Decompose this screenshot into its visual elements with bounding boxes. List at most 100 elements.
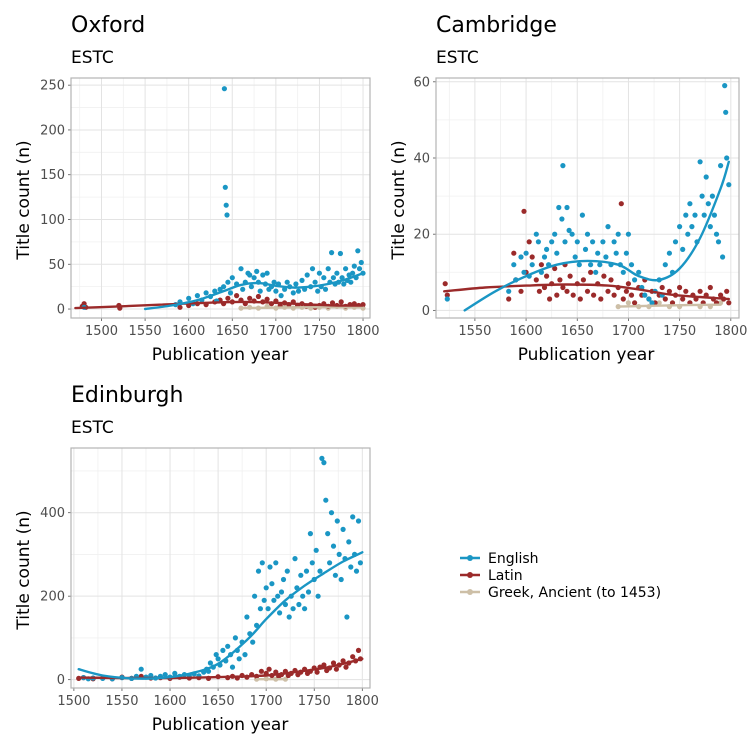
- data-point-latin: [588, 269, 594, 275]
- data-point-latin: [659, 284, 665, 291]
- data-point-english: [533, 231, 539, 237]
- data-point-english: [286, 614, 292, 620]
- chart-title: Edinburgh: [71, 383, 183, 408]
- data-point-english: [715, 239, 722, 245]
- data-point-english: [229, 275, 235, 281]
- data-point-english: [325, 531, 331, 537]
- data-point-latin: [580, 277, 587, 283]
- data-point-english: [232, 635, 238, 641]
- trend-line-english: [463, 160, 730, 312]
- data-point-english: [590, 239, 596, 245]
- data-point-english: [343, 266, 349, 272]
- data-point-english: [726, 182, 732, 188]
- x-tick-label: 1700: [612, 324, 645, 339]
- data-point-english: [162, 672, 168, 678]
- chart-subtitle: ESTC: [71, 48, 114, 68]
- data-point-latin: [584, 288, 591, 294]
- data-point-latin: [521, 208, 527, 214]
- data-point-english: [559, 216, 565, 222]
- data-point-english: [560, 163, 566, 169]
- data-point-english: [722, 83, 728, 89]
- data-point-latin: [338, 299, 344, 305]
- data-point-english: [711, 212, 718, 218]
- data-point-latin: [547, 296, 553, 302]
- y-tick-label: 40: [413, 152, 430, 167]
- data-point-english: [224, 212, 230, 218]
- data-point-latin: [707, 284, 713, 291]
- data-point-english: [259, 560, 265, 566]
- data-point-english: [282, 601, 288, 608]
- data-point-latin: [511, 250, 517, 256]
- x-tick-label: 1800: [714, 324, 747, 339]
- data-point-english: [341, 281, 347, 287]
- data-point-english: [518, 254, 524, 260]
- data-point-english: [303, 568, 310, 574]
- data-point-english: [271, 597, 277, 603]
- x-tick-label: 1800: [346, 324, 379, 339]
- data-point-english: [707, 224, 713, 230]
- data-point-english: [632, 277, 638, 283]
- data-point-english: [244, 614, 250, 620]
- data-point-english: [317, 568, 323, 574]
- data-point-english: [579, 212, 586, 218]
- x-tick-label: 1550: [458, 324, 491, 339]
- trend-line-english: [77, 551, 364, 680]
- legend-entry-greek: Greek, Ancient (to 1453): [460, 585, 661, 601]
- data-point-english: [316, 270, 322, 276]
- plot-background: [71, 448, 370, 688]
- y-tick-label: 0: [422, 304, 430, 319]
- data-point-english: [278, 589, 285, 595]
- data-point-english: [564, 204, 570, 211]
- data-point-english: [260, 272, 266, 278]
- panel-oxford: Oxford ESTC Publication year Title count…: [14, 13, 288, 365]
- data-point-english: [290, 606, 296, 612]
- data-point-latin: [234, 293, 240, 299]
- data-point-english: [718, 163, 724, 169]
- data-point-english: [511, 262, 517, 268]
- x-tick-label: 1500: [85, 324, 118, 339]
- data-point-english: [597, 262, 603, 268]
- data-point-english: [215, 656, 221, 662]
- data-point-latin: [258, 668, 264, 674]
- x-tick-label: 1650: [216, 324, 249, 339]
- legend-dot-greek: [467, 589, 473, 595]
- data-point-latin: [247, 295, 253, 301]
- data-point-english: [238, 266, 244, 272]
- data-point-english: [225, 279, 231, 285]
- data-point-english: [319, 455, 325, 461]
- data-point-latin: [533, 277, 539, 283]
- x-tick-label: 1700: [250, 694, 283, 709]
- data-point-english: [549, 239, 555, 245]
- chart-title: Oxford: [71, 13, 145, 38]
- data-point-english: [584, 231, 591, 237]
- panel-cambridge: Cambridge ESTC Publication year Title co…: [389, 13, 654, 365]
- data-point-english: [328, 510, 335, 516]
- plot-area: 1500 1550 1600 1650 1700 1750 1800 0 200 400: [40, 447, 379, 709]
- data-point-english: [299, 277, 305, 283]
- data-point-english: [330, 275, 336, 281]
- data-point-english: [576, 262, 582, 268]
- data-point-english: [692, 212, 698, 218]
- data-point-latin: [314, 669, 320, 675]
- data-point-latin: [552, 265, 558, 272]
- y-tick-label: 150: [40, 168, 65, 183]
- data-point-english: [315, 593, 321, 599]
- data-point-english: [666, 250, 673, 256]
- data-point-latin: [697, 288, 703, 294]
- data-point-latin: [620, 296, 626, 302]
- x-tick-label: 1500: [57, 694, 90, 709]
- data-point-english: [325, 266, 331, 272]
- data-point-english: [212, 288, 218, 294]
- data-point-english: [284, 279, 290, 285]
- data-point-english: [541, 254, 548, 260]
- trend-line-english: [143, 272, 365, 311]
- data-point-latin: [266, 666, 272, 672]
- data-point-latin: [557, 277, 563, 283]
- data-point-latin: [330, 660, 337, 666]
- data-point-latin: [726, 300, 732, 306]
- data-point-english: [677, 224, 683, 230]
- data-point-english: [227, 290, 234, 296]
- plot-border: [70, 447, 371, 689]
- data-point-english: [250, 639, 256, 645]
- legend-entry-latin: Latin: [460, 568, 523, 584]
